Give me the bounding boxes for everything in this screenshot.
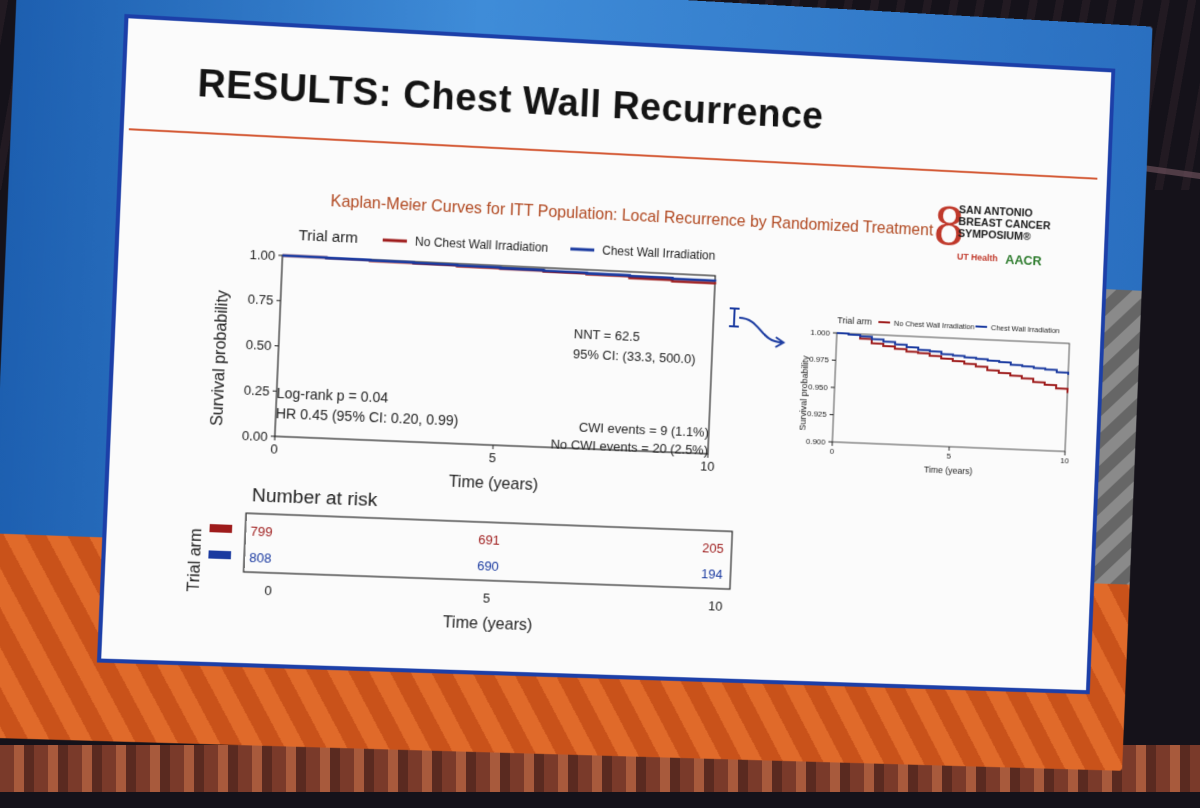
cwi-events-text: CWI events = 9 (1.1%) [579,420,710,440]
risk-cell: 194 [701,566,723,582]
y-tick-label: 0.900 [806,437,826,447]
risk-table-title: Number at risk [251,485,378,511]
y-tick-label: 0.25 [244,382,270,398]
y-tick-label: 0.00 [242,428,268,444]
inset-x-axis-label: Time (years) [924,465,973,477]
chart-subtitle: Kaplan-Meier Curves for ITT Population: … [330,192,934,239]
km-main-chart: Survival probability Time (years) 0.00 0.… [206,245,723,501]
risk-table-x-label: Time (years) [442,613,532,634]
slide-graphics: Kaplan-Meier Curves for ITT Population: … [101,18,1111,690]
legend-label-no-cwi: No Chest Wall Irradiation [415,235,549,255]
legend-label-cwi: Chest Wall Irradiation [602,244,716,263]
legend-swatch-no-cwi [383,240,407,241]
inset-legend-swatch-no-cwi [878,322,890,323]
inset-legend-label-cwi: Chest Wall Irradiation [991,323,1060,335]
nnt-ci-text: 95% CI: (33.3, 500.0) [573,346,696,366]
risk-swatch-cwi [208,550,231,559]
y-tick-label: 0.950 [808,382,828,392]
risk-cell: 690 [477,558,499,574]
x-tick-label: 5 [489,450,497,465]
km-annotations: NNT = 62.5 95% CI: (33.3, 500.0) Log-ran… [275,313,713,458]
x-tick-label: 0 [270,441,278,456]
y-tick-label: 0.975 [809,355,829,365]
zoom-bracket [728,308,785,347]
risk-table-y-label: Trial arm [184,528,205,592]
y-tick-label: 1.000 [810,328,830,338]
inset-y-axis-label: Survival probability [798,355,811,431]
x-tick-label: 10 [700,459,715,474]
risk-cell: 691 [478,532,500,548]
nnt-text: NNT = 62.5 [573,326,640,344]
inset-legend-title: Trial arm [837,315,872,326]
plot-frame [832,333,1069,451]
x-tick-label: 10 [1060,456,1069,465]
x-axis-label: Time (years) [448,473,538,494]
risk-x-tick-label: 5 [483,591,491,606]
risk-table: Number at risk Trial arm Time (years) 79… [183,483,733,641]
y-tick-label: 0.925 [807,409,827,419]
risk-cell: 808 [249,550,272,566]
slide: RESULTS: Chest Wall Recurrence 8 SAN ANT… [97,14,1115,694]
y-tick-label: 1.00 [249,247,275,263]
x-tick-label: 5 [946,452,951,461]
inset-legend-label-no-cwi: No Chest Wall Irradiation [894,319,975,331]
logrank-text: Log-rank p = 0.04 [276,385,388,406]
risk-x-tick-label: 10 [708,598,723,613]
no-cwi-events-text: No CWI events = 20 (2.5%) [550,437,708,458]
risk-table-box [244,513,733,589]
risk-swatch-no-cwi [209,524,232,533]
y-tick-label: 0.75 [247,292,273,308]
risk-cell: 205 [702,540,724,556]
inset-legend-swatch-cwi [975,326,987,327]
risk-cell: 799 [250,524,273,540]
x-tick-label: 0 [830,447,835,456]
y-axis-label: Survival probability [208,289,232,427]
legend-title: Trial arm [298,227,358,247]
y-tick-label: 0.50 [245,337,271,353]
hazard-ratio-text: HR 0.45 (95% CI: 0.20, 0.99) [275,405,458,428]
km-inset-chart: Survival probability Time (years) 0.900 0… [796,327,1074,480]
risk-x-tick-label: 0 [264,583,272,598]
inset-legend: Trial arm No Chest Wall Irradiation Ches… [837,315,1060,335]
legend-swatch-cwi [570,249,594,250]
